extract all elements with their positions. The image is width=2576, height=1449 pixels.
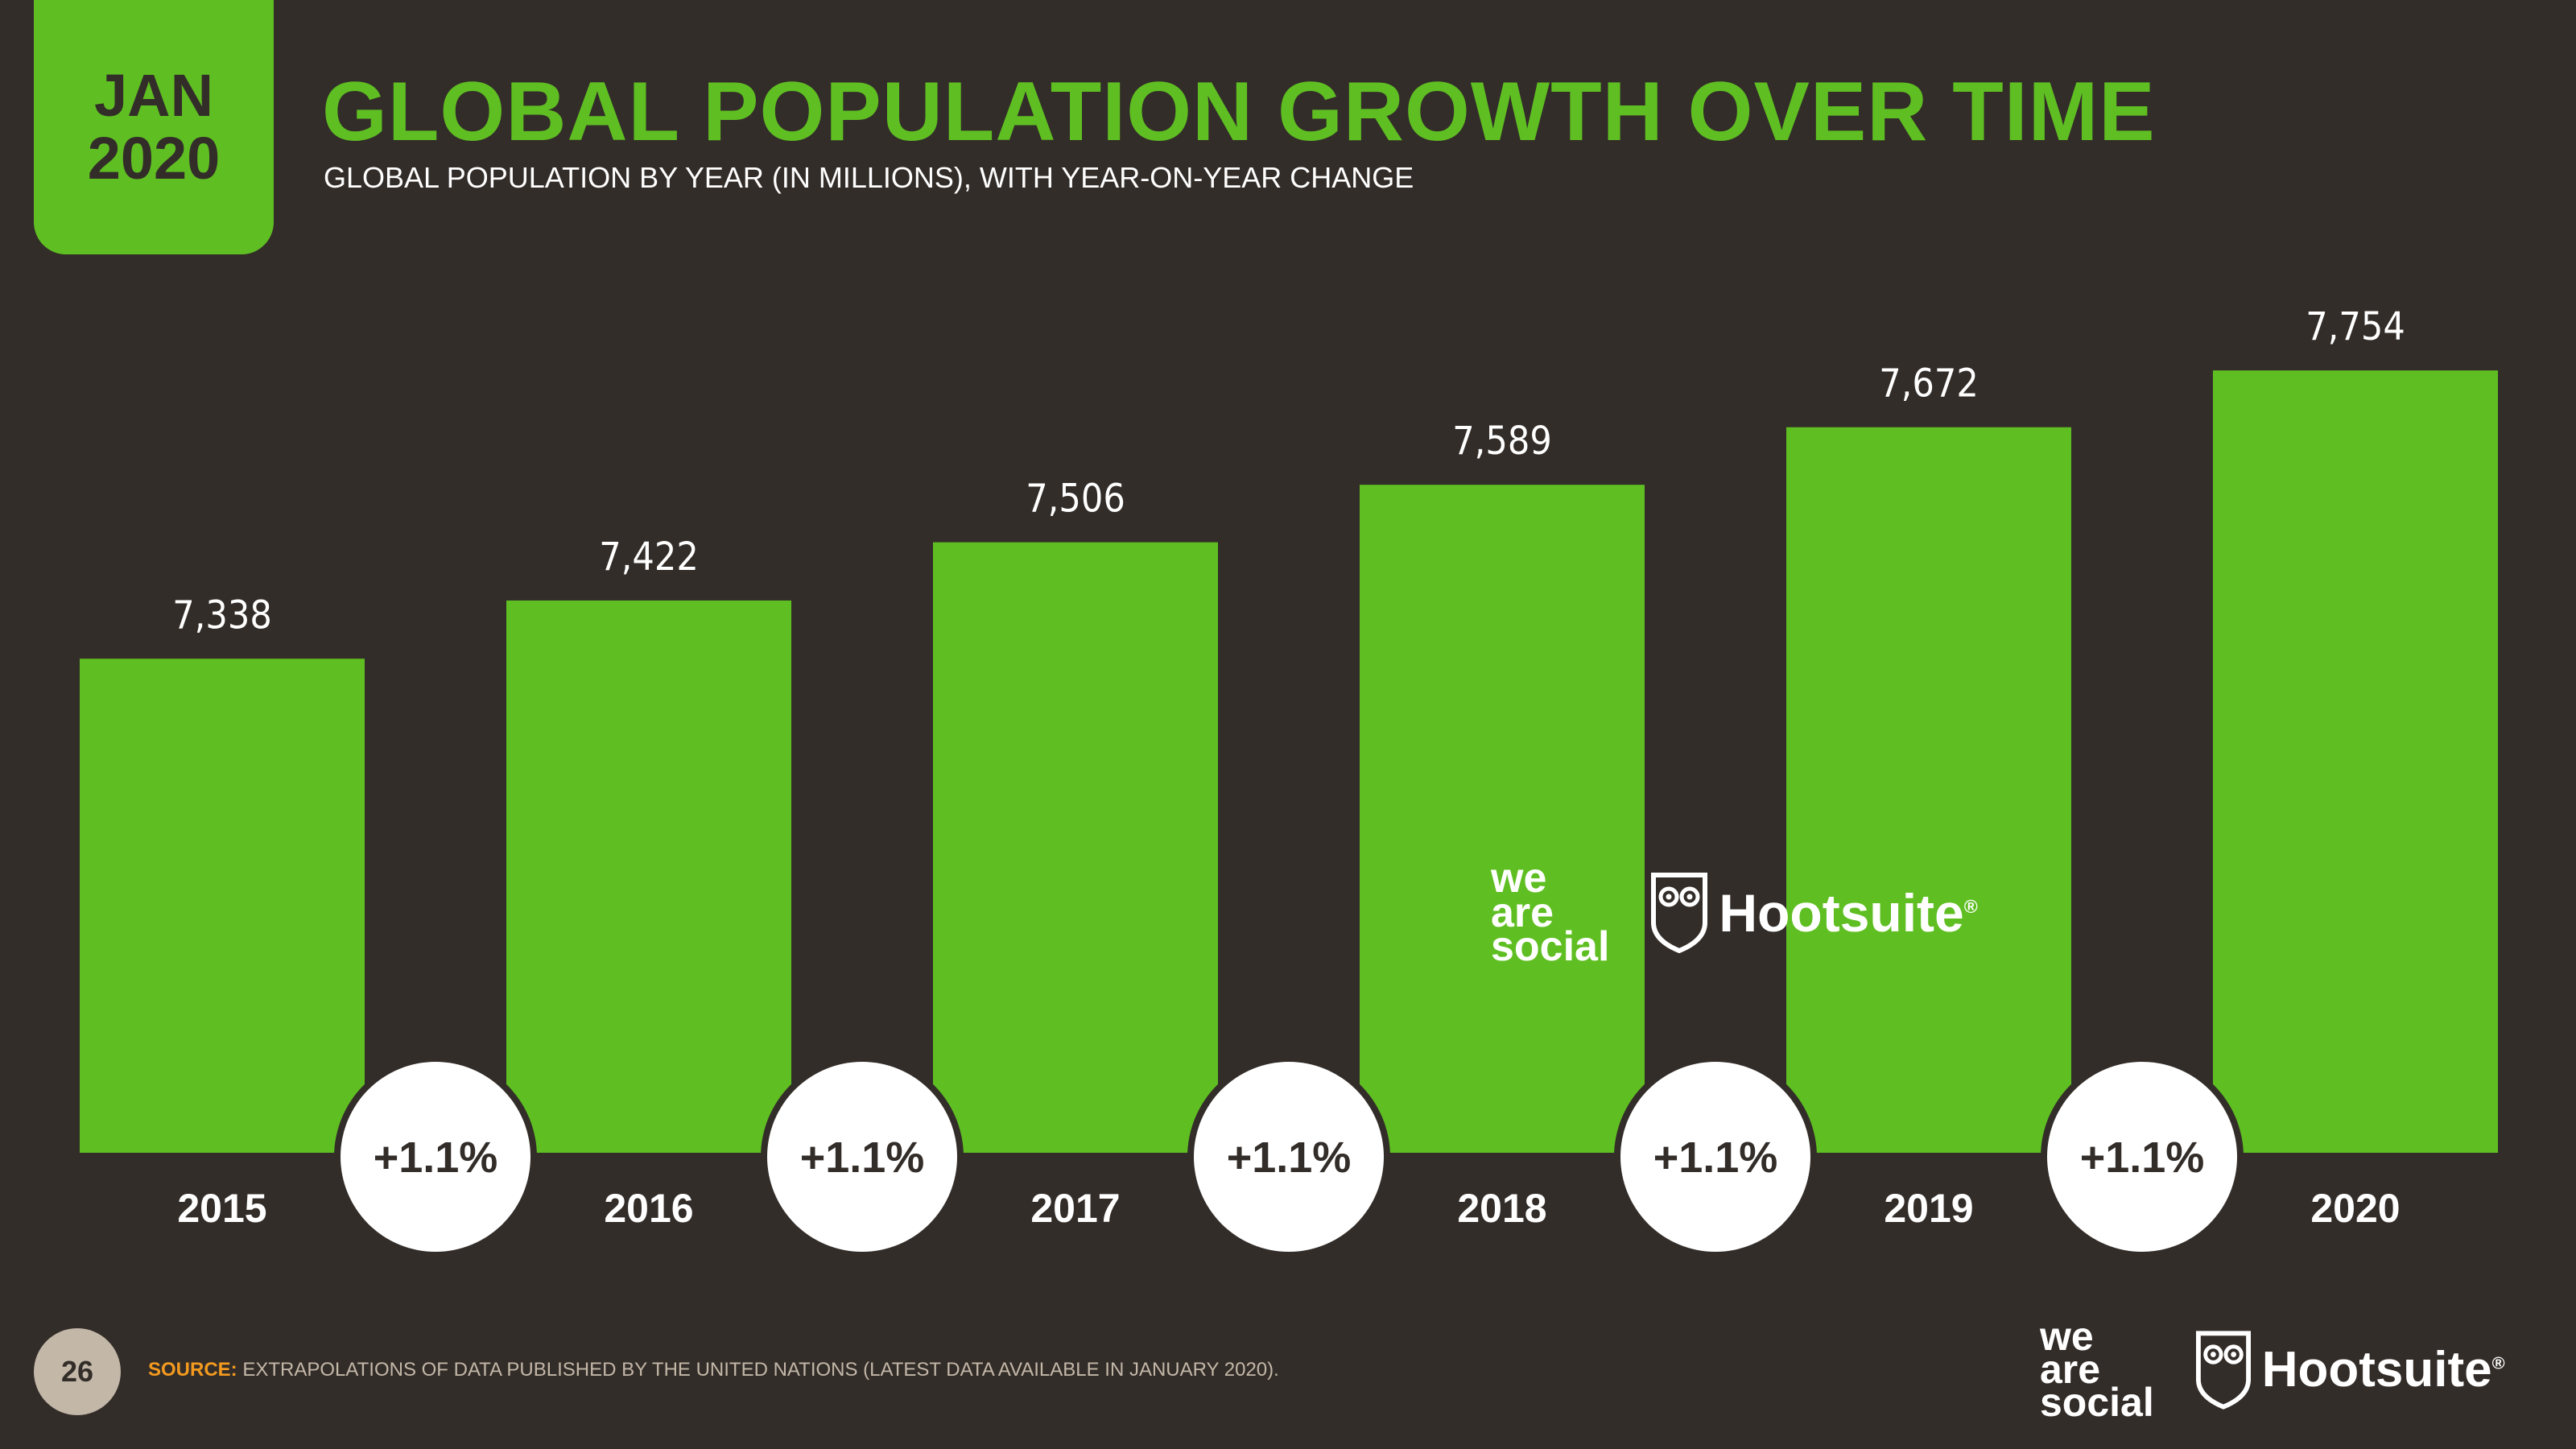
value-label-2017: 7,506 <box>1026 477 1125 522</box>
change-label-2: +1.1% <box>800 1133 925 1182</box>
footer-branding: we are social Hootsuite® <box>2040 1314 2505 1425</box>
hootsuite-logo-footer: Hootsuite® <box>2195 1330 2505 1410</box>
bars-layer <box>80 370 2498 1153</box>
we-are-social-logo-footer: we are social <box>2040 1314 2154 1425</box>
value-label-2016: 7,422 <box>599 535 699 580</box>
value-label-2015: 7,338 <box>172 592 272 638</box>
year-label-2017: 2017 <box>1030 1186 1120 1231</box>
bar-2020 <box>2213 370 2498 1153</box>
year-label-2016: 2016 <box>604 1186 693 1231</box>
date-month: JAN <box>93 62 214 130</box>
year-label-2018: 2018 <box>1457 1186 1546 1231</box>
change-label-5: +1.1% <box>2080 1133 2205 1182</box>
owl-icon <box>1651 872 1708 953</box>
value-label-2019: 7,672 <box>1879 361 1979 407</box>
change-label-3: +1.1% <box>1227 1133 1352 1182</box>
we-are-social-logo: we are social <box>1491 855 1610 971</box>
owl-icon <box>2195 1330 2251 1410</box>
date-year: 2020 <box>87 125 221 192</box>
change-label-1: +1.1% <box>374 1133 498 1182</box>
chart-branding: we are social Hootsuite® <box>1491 855 1978 971</box>
source-note: SOURCE: EXTRAPOLATIONS OF DATA PUBLISHED… <box>148 1359 1279 1381</box>
page-title: GLOBAL POPULATION GROWTH OVER TIME <box>322 65 2156 159</box>
value-label-2018: 7,589 <box>1452 419 1552 464</box>
year-label-2020: 2020 <box>2310 1186 2400 1231</box>
labels-layer: 7,338 2015 7,422 2016 7,506 2017 7,589 2018 7,67… <box>172 304 2405 1231</box>
bar-2019 <box>1786 427 2071 1153</box>
page-subtitle: GLOBAL POPULATION BY YEAR (IN MILLIONS),… <box>324 161 1414 194</box>
year-label-2019: 2019 <box>1884 1186 1973 1231</box>
hootsuite-logo: Hootsuite® <box>1651 872 1978 953</box>
source-text: EXTRAPOLATIONS OF DATA PUBLISHED BY THE … <box>242 1359 1279 1381</box>
change-bubble-2 <box>767 1062 957 1252</box>
page-number: 26 <box>34 1328 121 1415</box>
bar-2015 <box>80 658 365 1153</box>
change-label-4: +1.1% <box>1653 1133 1778 1182</box>
change-bubble-1 <box>341 1062 530 1252</box>
year-label-2015: 2015 <box>177 1186 266 1231</box>
change-bubble-4 <box>1620 1062 1810 1252</box>
date-badge: JAN 2020 <box>34 0 274 254</box>
value-label-2020: 7,754 <box>2306 304 2405 349</box>
bar-2016 <box>506 600 791 1153</box>
changes-layer: +1.1% +1.1% +1.1% +1.1% +1.1% <box>334 1055 2244 1258</box>
change-bubble-5 <box>2047 1062 2237 1252</box>
bar-2017 <box>933 542 1218 1153</box>
source-label: SOURCE: <box>148 1359 237 1381</box>
change-bubble-3 <box>1194 1062 1384 1252</box>
bar-2018 <box>1360 485 1645 1153</box>
